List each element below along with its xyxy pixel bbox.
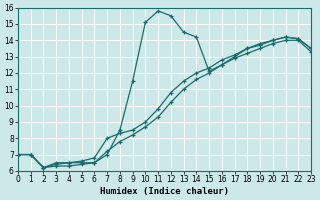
X-axis label: Humidex (Indice chaleur): Humidex (Indice chaleur): [100, 187, 229, 196]
